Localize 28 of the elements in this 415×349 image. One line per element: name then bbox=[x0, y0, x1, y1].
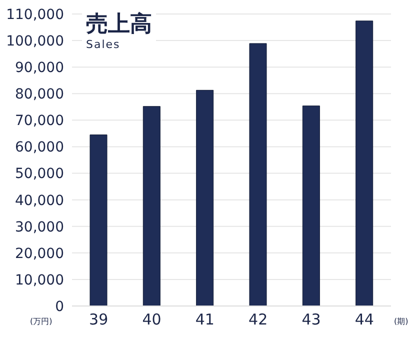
x-tick-label: 43 bbox=[302, 310, 321, 329]
y-tick-label: 80,000 bbox=[15, 86, 64, 103]
bar bbox=[196, 90, 214, 306]
x-tick-label: 40 bbox=[142, 310, 162, 329]
y-tick-label: 90,000 bbox=[15, 60, 64, 76]
bar bbox=[249, 43, 267, 306]
y-tick-label: 40,000 bbox=[15, 192, 64, 209]
bar bbox=[302, 106, 320, 306]
bar bbox=[356, 20, 374, 306]
y-tick-label: 110,000 bbox=[6, 6, 64, 23]
y-tick-label: 20,000 bbox=[15, 246, 64, 262]
y-tick-label: 50,000 bbox=[15, 166, 64, 182]
x-axis-title: (期) bbox=[394, 316, 408, 327]
text: Sales bbox=[86, 38, 122, 52]
y-axis-title: (万円) bbox=[30, 316, 52, 327]
bar bbox=[90, 134, 108, 306]
y-tick-label: 0 bbox=[55, 298, 64, 315]
bar bbox=[142, 106, 160, 306]
y-tick-label: 60,000 bbox=[15, 140, 64, 156]
x-tick-label: 41 bbox=[195, 310, 214, 329]
x-tick-label: 44 bbox=[354, 310, 374, 329]
y-tick-label: 10,000 bbox=[15, 272, 64, 288]
y-tick-label: 30,000 bbox=[15, 219, 64, 236]
x-tick-label: 39 bbox=[89, 310, 108, 329]
y-tick-label: 100,000 bbox=[6, 34, 64, 50]
x-tick-label: 42 bbox=[248, 310, 268, 329]
y-tick-label: 70,000 bbox=[15, 113, 64, 130]
chart-title: 売上高 bbox=[86, 12, 152, 38]
